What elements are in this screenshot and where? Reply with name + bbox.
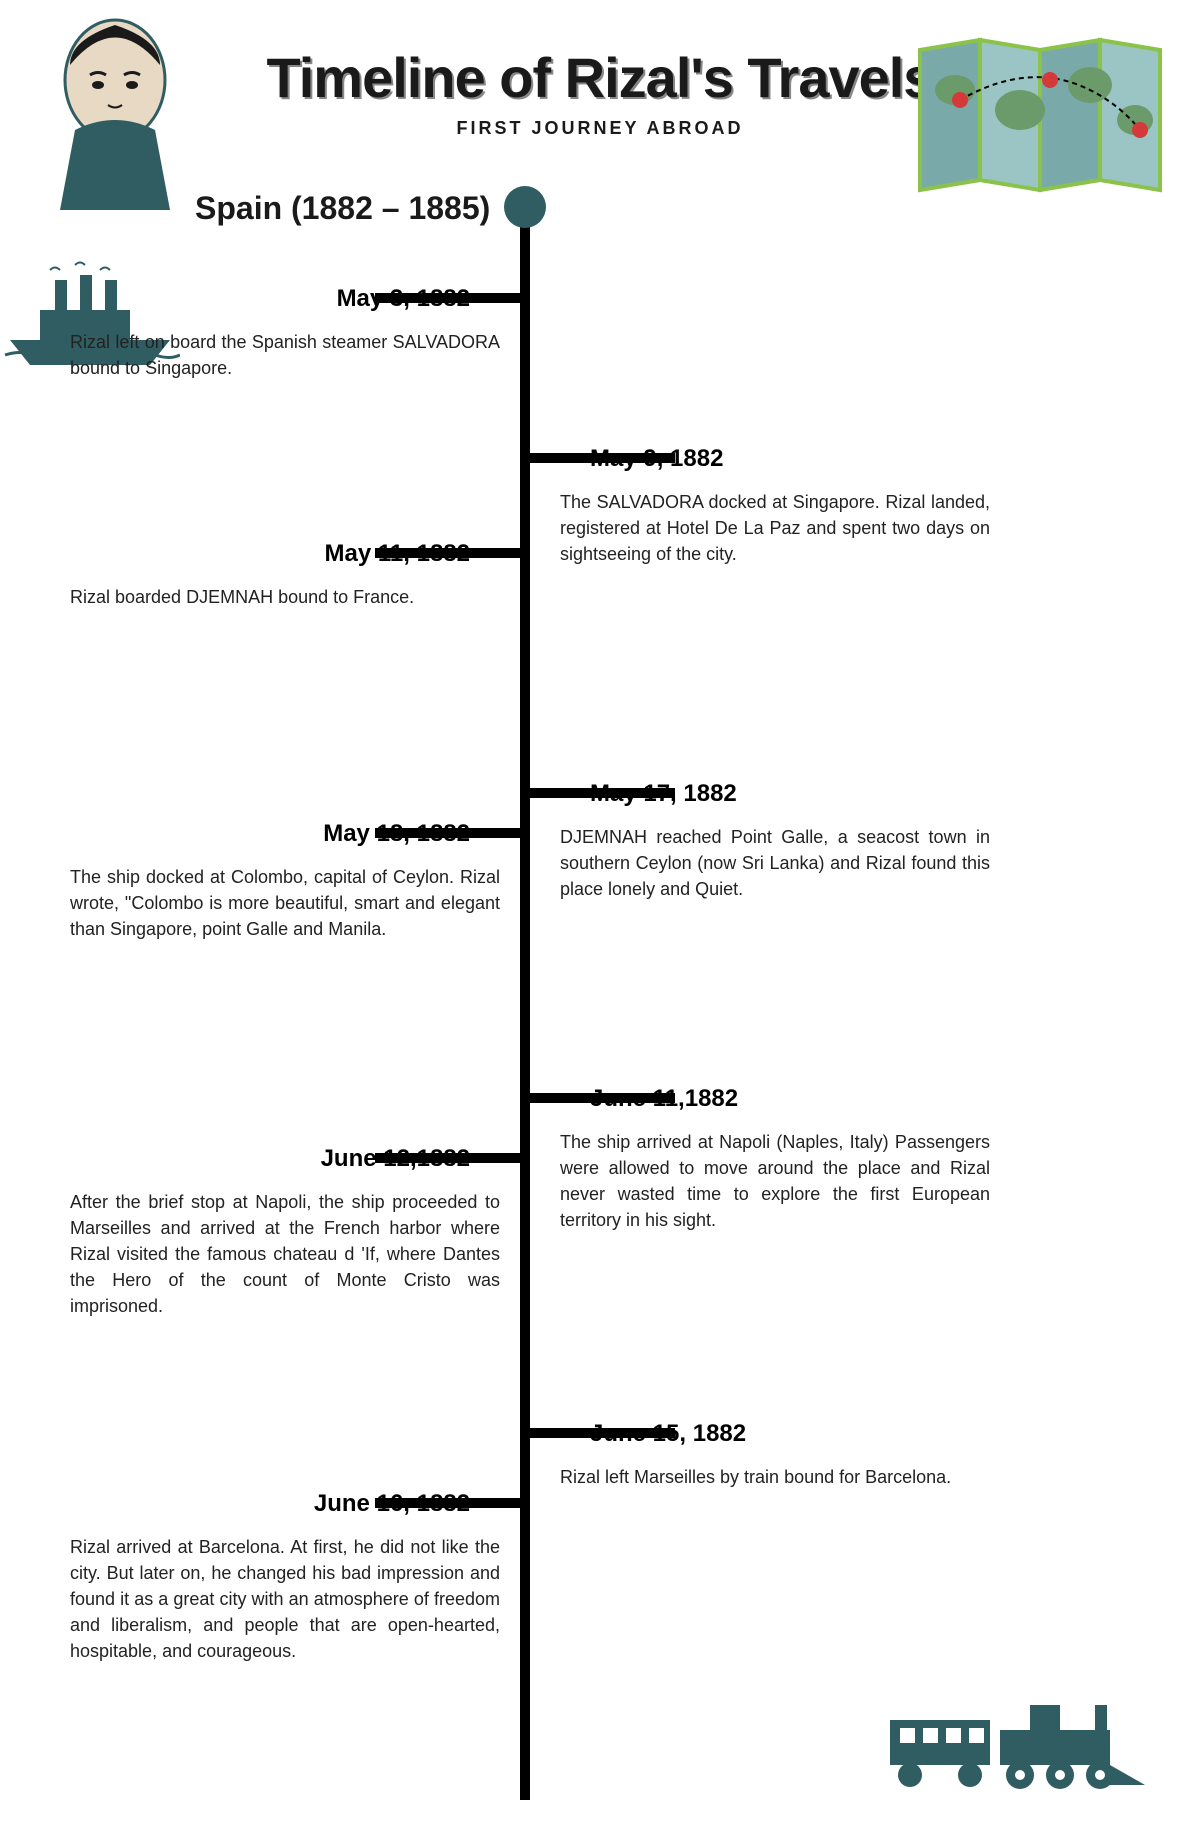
timeline-start-dot	[504, 186, 546, 228]
entry-date: May 9, 1882	[560, 445, 990, 473]
entry-body: The ship docked at Colombo, capital of C…	[70, 864, 500, 942]
world-map-icon	[910, 30, 1170, 205]
timeline-entry: May 3, 1882 Rizal left on board the Spani…	[70, 285, 500, 381]
rizal-portrait-icon	[20, 10, 205, 215]
entry-body: Rizal boarded DJEMNAH bound to France.	[70, 584, 500, 610]
entry-date: May 3, 1882	[70, 285, 500, 313]
timeline-entry: June 16, 1882 Rizal arrived at Barcelona.…	[70, 1490, 500, 1664]
timeline-entry: May 9, 1882 The SALVADORA docked at Singa…	[560, 445, 990, 567]
timeline-spine	[520, 200, 530, 1800]
entry-date: June 16, 1882	[70, 1490, 500, 1518]
timeline-entry: May 17, 1882 DJEMNAH reached Point Galle,…	[560, 780, 990, 902]
entry-date: May 11, 1882	[70, 540, 500, 568]
entry-date: May 18, 1882	[70, 820, 500, 848]
timeline-entry: June 11,1882 The ship arrived at Napoli (…	[560, 1085, 990, 1233]
entry-body: The SALVADORA docked at Singapore. Rizal…	[560, 489, 990, 567]
entry-date: June 15, 1882	[560, 1420, 990, 1448]
entry-date: June 11,1882	[560, 1085, 990, 1113]
entry-date: May 17, 1882	[560, 780, 990, 808]
timeline-entry: June 12,1882 After the brief stop at Napo…	[70, 1145, 500, 1319]
entry-body: Rizal arrived at Barcelona. At first, he…	[70, 1534, 500, 1664]
timeline-entry: May 11, 1882 Rizal boarded DJEMNAH bound …	[70, 540, 500, 610]
entry-body: Rizal left Marseilles by train bound for…	[560, 1464, 990, 1490]
entry-body: Rizal left on board the Spanish steamer …	[70, 329, 500, 381]
entry-body: After the brief stop at Napoli, the ship…	[70, 1189, 500, 1319]
steam-locomotive-icon	[885, 1700, 1155, 1800]
timeline-entry: May 18, 1882 The ship docked at Colombo, …	[70, 820, 500, 942]
section-heading: Spain (1882 – 1885)	[195, 190, 490, 227]
timeline-entry: June 15, 1882 Rizal left Marseilles by tr…	[560, 1420, 990, 1490]
entry-date: June 12,1882	[70, 1145, 500, 1173]
entry-body: DJEMNAH reached Point Galle, a seacost t…	[560, 824, 990, 902]
entry-body: The ship arrived at Napoli (Naples, Ital…	[560, 1129, 990, 1233]
